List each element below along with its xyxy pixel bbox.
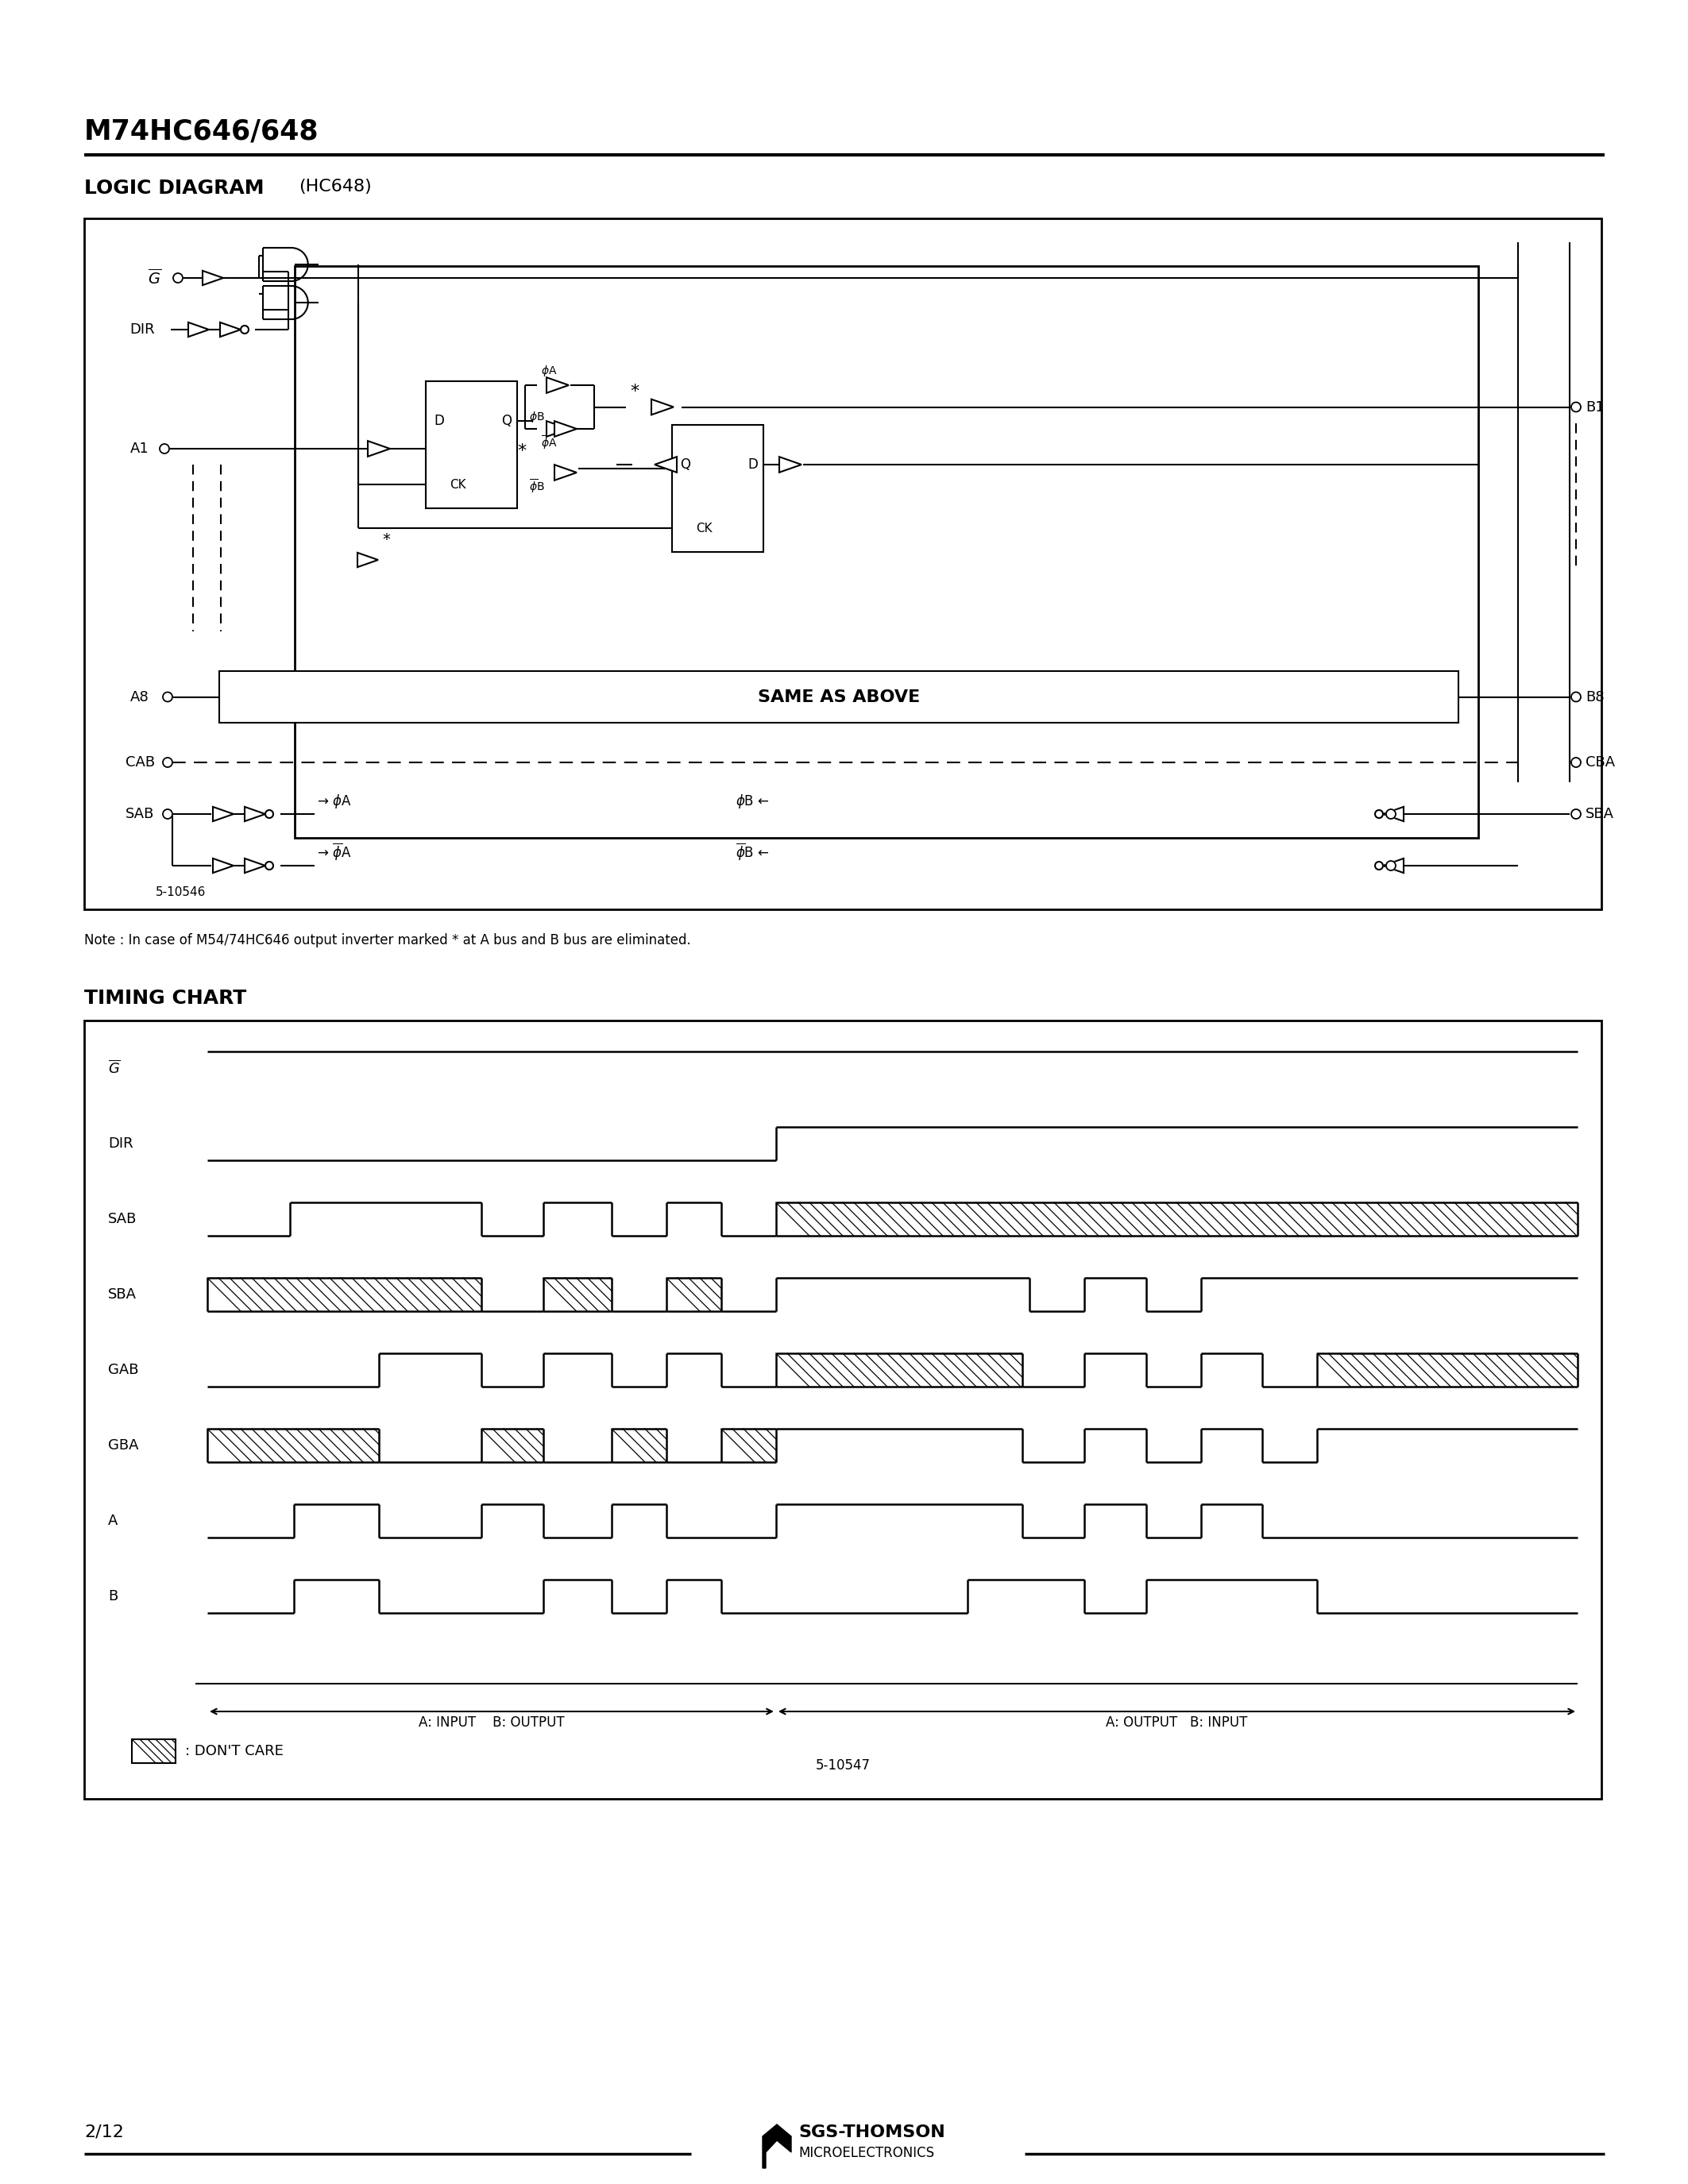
Polygon shape	[219, 323, 241, 336]
Text: CK: CK	[695, 522, 712, 535]
Text: : DON'T CARE: : DON'T CARE	[186, 1745, 284, 1758]
Polygon shape	[652, 400, 674, 415]
Text: DIR: DIR	[108, 1136, 133, 1151]
Circle shape	[1572, 402, 1580, 413]
Text: Note : In case of M54/74HC646 output inverter marked * at A bus and B bus are el: Note : In case of M54/74HC646 output inv…	[84, 933, 690, 948]
Text: *: *	[381, 533, 390, 548]
Circle shape	[160, 443, 169, 454]
Text: D: D	[434, 413, 444, 428]
Polygon shape	[554, 465, 577, 480]
Text: DIR: DIR	[130, 323, 155, 336]
Text: $\phi$B: $\phi$B	[528, 411, 545, 424]
Polygon shape	[1382, 806, 1404, 821]
Text: Q: Q	[680, 456, 690, 472]
Circle shape	[1386, 810, 1396, 819]
Circle shape	[174, 273, 182, 282]
Circle shape	[1376, 863, 1382, 869]
Text: A: INPUT    B: OUTPUT: A: INPUT B: OUTPUT	[419, 1714, 564, 1730]
Bar	[84, 1020, 1602, 1800]
Polygon shape	[245, 858, 265, 874]
Text: → $\overline{\phi}$A: → $\overline{\phi}$A	[317, 841, 351, 863]
Bar	[425, 382, 517, 509]
Circle shape	[1572, 810, 1580, 819]
Text: CK: CK	[449, 478, 466, 491]
Text: LOGIC DIAGRAM: LOGIC DIAGRAM	[84, 179, 263, 199]
Text: $\overline{\phi}$A: $\overline{\phi}$A	[540, 435, 557, 452]
Text: $\overline{G}$: $\overline{G}$	[108, 1059, 122, 1077]
Polygon shape	[780, 456, 802, 472]
Text: B8: B8	[1585, 690, 1604, 703]
Text: 5-10546: 5-10546	[155, 887, 206, 898]
Text: A1: A1	[130, 441, 149, 456]
Text: *: *	[630, 382, 638, 400]
Bar	[84, 218, 1602, 909]
Bar	[132, 1738, 176, 1762]
Polygon shape	[245, 806, 265, 821]
Text: SBA: SBA	[108, 1286, 137, 1302]
Text: M74HC646/648: M74HC646/648	[84, 118, 319, 144]
Polygon shape	[213, 858, 233, 874]
Polygon shape	[655, 456, 677, 472]
Circle shape	[1386, 860, 1396, 871]
Text: 5-10547: 5-10547	[815, 1758, 871, 1773]
Text: $\phi$B ←: $\phi$B ←	[736, 793, 770, 810]
Text: $\overline{\phi}$B ←: $\overline{\phi}$B ←	[736, 841, 770, 863]
Circle shape	[162, 692, 172, 701]
Text: Q: Q	[501, 413, 511, 428]
Bar	[672, 426, 763, 553]
Circle shape	[241, 325, 248, 334]
Text: $\phi$A: $\phi$A	[540, 365, 557, 378]
Text: CBA: CBA	[1585, 756, 1615, 769]
Text: GBA: GBA	[108, 1439, 138, 1452]
Text: $\overline{G}$: $\overline{G}$	[149, 269, 162, 288]
Text: A: A	[108, 1514, 118, 1529]
Polygon shape	[189, 323, 209, 336]
Text: A: OUTPUT   B: INPUT: A: OUTPUT B: INPUT	[1106, 1714, 1247, 1730]
Polygon shape	[1382, 858, 1404, 874]
Text: SGS-THOMSON: SGS-THOMSON	[798, 2125, 945, 2140]
Text: B: B	[108, 1590, 118, 1603]
Text: A8: A8	[130, 690, 149, 703]
Bar	[219, 670, 1458, 723]
Circle shape	[1376, 810, 1382, 819]
Polygon shape	[547, 378, 569, 393]
Text: B1: B1	[1585, 400, 1604, 415]
Text: TIMING CHART: TIMING CHART	[84, 989, 246, 1007]
Polygon shape	[203, 271, 223, 286]
Bar	[295, 266, 1479, 839]
Text: 2/12: 2/12	[84, 2125, 123, 2140]
Polygon shape	[213, 806, 233, 821]
Text: SBA: SBA	[1585, 806, 1614, 821]
Polygon shape	[368, 441, 390, 456]
Circle shape	[162, 810, 172, 819]
Polygon shape	[554, 422, 577, 437]
Text: SAB: SAB	[108, 1212, 137, 1225]
Text: MICROELECTRONICS: MICROELECTRONICS	[798, 2147, 933, 2160]
Circle shape	[265, 863, 273, 869]
Text: (HC648): (HC648)	[299, 179, 371, 194]
Circle shape	[1572, 692, 1580, 701]
Text: SAB: SAB	[125, 806, 154, 821]
Text: *: *	[517, 443, 527, 459]
Circle shape	[1572, 758, 1580, 767]
Polygon shape	[358, 553, 378, 568]
Text: D: D	[748, 456, 758, 472]
Polygon shape	[547, 422, 569, 437]
Text: SAME AS ABOVE: SAME AS ABOVE	[758, 688, 920, 705]
Text: GAB: GAB	[108, 1363, 138, 1378]
Circle shape	[265, 810, 273, 819]
Polygon shape	[763, 2125, 792, 2169]
Text: → $\phi$A: → $\phi$A	[317, 793, 351, 810]
Text: $\overline{\phi}$B: $\overline{\phi}$B	[528, 478, 545, 496]
Circle shape	[162, 758, 172, 767]
Text: CAB: CAB	[125, 756, 155, 769]
